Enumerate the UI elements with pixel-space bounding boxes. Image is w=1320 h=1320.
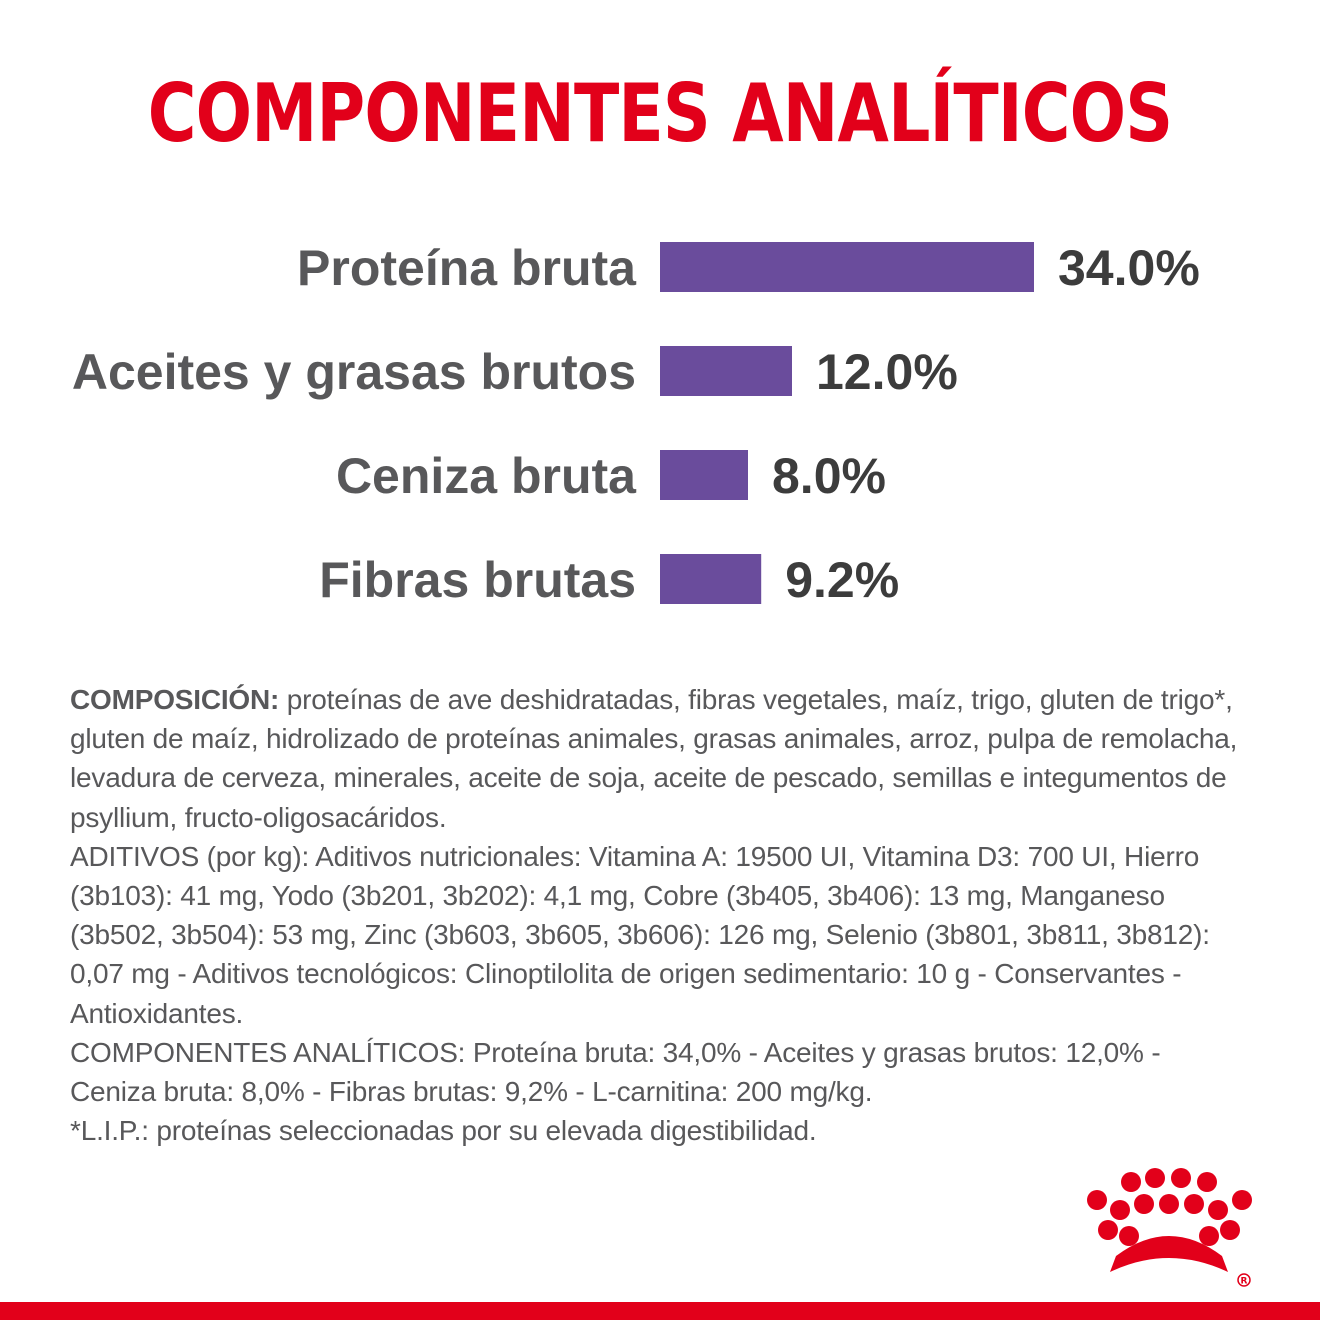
bar xyxy=(660,450,748,500)
category-label: Proteína bruta xyxy=(297,240,637,296)
bar xyxy=(660,554,762,604)
composition-paragraph: COMPOSICIÓN: proteínas de ave deshidrata… xyxy=(70,680,1250,837)
bar xyxy=(660,242,1034,292)
bar xyxy=(660,346,792,396)
footnote-paragraph: *L.I.P.: proteínas seleccionadas por su … xyxy=(70,1115,817,1147)
bottom-brand-bar xyxy=(0,1302,1320,1320)
composition-text: COMPOSICIÓN: proteínas de ave deshidrata… xyxy=(70,680,1250,1150)
composition-ingredients: proteínas de ave deshidratadas, fibras v… xyxy=(70,684,1238,833)
category-label: Ceniza bruta xyxy=(336,448,637,504)
category-label: Aceites y grasas brutos xyxy=(72,344,636,400)
additives-paragraph: ADITIVOS (por kg): Aditivos nutricionale… xyxy=(70,840,1210,1029)
value-label: 8.0% xyxy=(772,448,886,504)
crown-icon: R xyxy=(1087,1168,1252,1287)
svg-text:R: R xyxy=(1241,1277,1248,1287)
value-label: 12.0% xyxy=(816,344,958,400)
composition-label: COMPOSICIÓN: xyxy=(70,684,280,715)
value-label: 9.2% xyxy=(785,552,899,608)
analytical-paragraph: COMPONENTES ANALÍTICOS: Proteína bruta: … xyxy=(70,1036,1161,1108)
chart-title: COMPONENTES ANALÍTICOS xyxy=(147,67,1173,160)
category-label: Fibras brutas xyxy=(319,552,636,608)
value-label: 34.0% xyxy=(1058,240,1200,296)
bar-chart: Proteína bruta 34.0% Aceites y grasas brut… xyxy=(72,240,1200,608)
